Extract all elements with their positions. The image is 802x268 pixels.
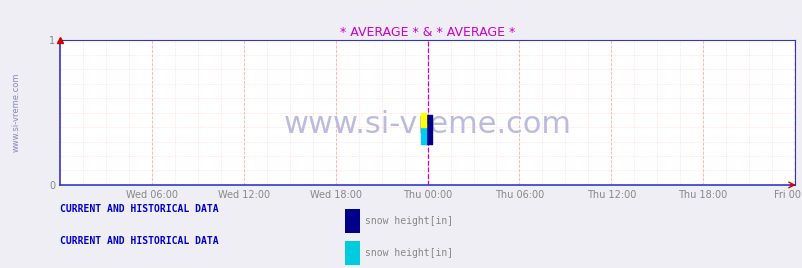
Text: snow height[in]: snow height[in] bbox=[365, 216, 453, 226]
Text: snow height[in]: snow height[in] bbox=[365, 248, 453, 258]
Text: CURRENT AND HISTORICAL DATA: CURRENT AND HISTORICAL DATA bbox=[60, 204, 219, 214]
Text: www.si-vreme.com: www.si-vreme.com bbox=[283, 110, 571, 139]
Text: CURRENT AND HISTORICAL DATA: CURRENT AND HISTORICAL DATA bbox=[60, 236, 219, 246]
Title: * AVERAGE * & * AVERAGE *: * AVERAGE * & * AVERAGE * bbox=[339, 26, 515, 39]
Text: www.si-vreme.com: www.si-vreme.com bbox=[11, 73, 21, 152]
